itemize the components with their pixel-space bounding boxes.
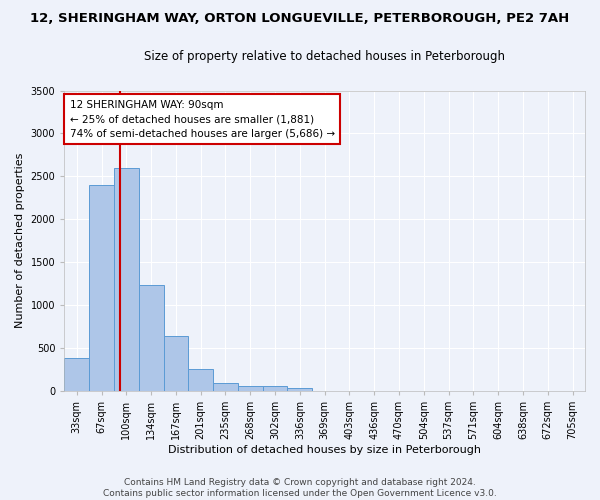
Y-axis label: Number of detached properties: Number of detached properties <box>15 153 25 328</box>
Bar <box>89 185 114 391</box>
Bar <box>188 369 213 391</box>
Bar <box>287 388 312 391</box>
Bar <box>114 168 139 391</box>
Bar <box>139 284 164 391</box>
Text: 12 SHERINGHAM WAY: 90sqm
← 25% of detached houses are smaller (1,881)
74% of sem: 12 SHERINGHAM WAY: 90sqm ← 25% of detach… <box>70 100 335 139</box>
Text: 12, SHERINGHAM WAY, ORTON LONGUEVILLE, PETERBOROUGH, PE2 7AH: 12, SHERINGHAM WAY, ORTON LONGUEVILLE, P… <box>31 12 569 26</box>
Bar <box>238 386 263 391</box>
Bar <box>164 336 188 391</box>
Bar <box>213 384 238 391</box>
Title: Size of property relative to detached houses in Peterborough: Size of property relative to detached ho… <box>144 50 505 63</box>
X-axis label: Distribution of detached houses by size in Peterborough: Distribution of detached houses by size … <box>168 445 481 455</box>
Bar <box>64 358 89 391</box>
Bar <box>263 386 287 391</box>
Text: Contains HM Land Registry data © Crown copyright and database right 2024.
Contai: Contains HM Land Registry data © Crown c… <box>103 478 497 498</box>
